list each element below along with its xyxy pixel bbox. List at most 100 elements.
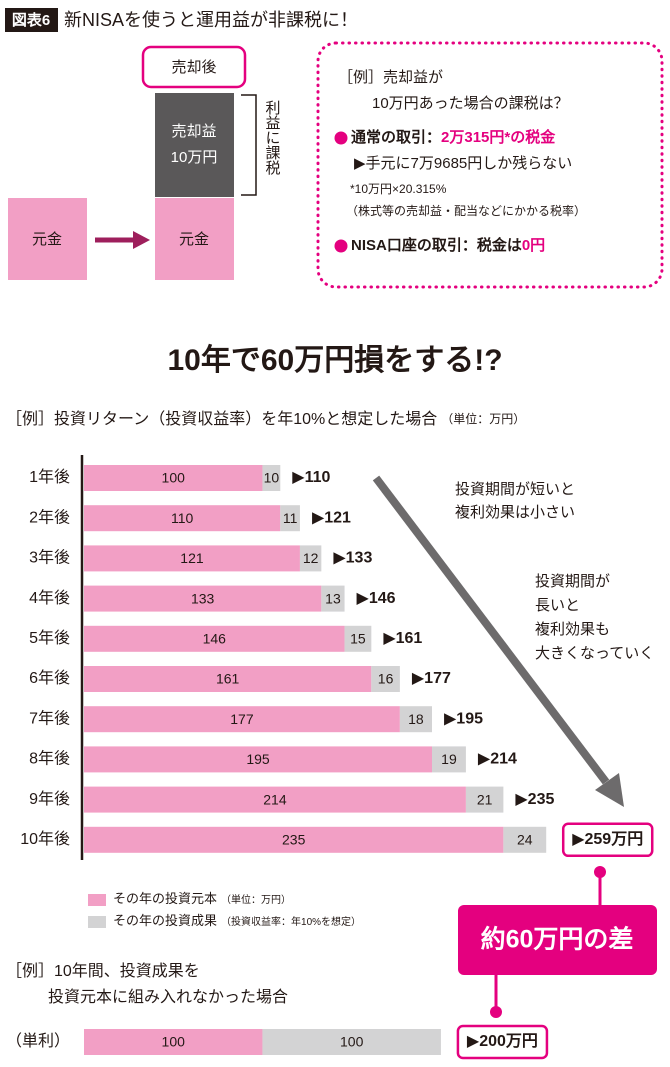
gain-box — [155, 93, 234, 197]
value-label: 110 — [171, 510, 194, 526]
annotation: 複利効果は小さい — [455, 504, 575, 521]
value-label: 100 — [162, 1034, 186, 1050]
y-tick-label: 10年後 — [20, 830, 70, 848]
y-tick-label: 2年後 — [29, 508, 70, 526]
total-label: ▶133 — [333, 550, 372, 567]
total-label: ▶259万円 — [572, 830, 643, 848]
comparison: 約60万円の差 — [481, 925, 634, 954]
principal-label: 元金 — [32, 231, 62, 248]
bar — [84, 465, 263, 491]
annotation: 投資期間が — [535, 573, 610, 590]
value-label: 11 — [283, 510, 298, 526]
value-label: 235 — [282, 832, 306, 848]
trend-arrow-head — [595, 773, 624, 807]
y-tick-label: 6年後 — [29, 669, 70, 687]
bar — [262, 465, 281, 491]
value-label: 195 — [246, 751, 270, 767]
connector-dot — [594, 866, 606, 878]
example-line: 10万円あった場合の課税は？ — [372, 95, 569, 112]
remaining: ▶手元に7万9685円しか残らない — [354, 155, 572, 172]
chart-title: 10年で60万円損をする!? — [167, 344, 502, 377]
total-label: ▶235 — [515, 791, 554, 808]
bullet — [334, 239, 348, 253]
value-label: 19 — [441, 751, 457, 767]
principal-label: 元金 — [179, 231, 209, 248]
after-sale-label: 売却後 — [171, 59, 216, 76]
normal-amount: 2万315円*の税金 — [441, 128, 556, 146]
value-label: 18 — [408, 711, 424, 727]
footnote-note: （株式等の売却益・配当などにかかる税率） — [346, 203, 586, 218]
total-label: ▶146 — [357, 590, 396, 607]
total-box — [456, 1024, 549, 1060]
gain-label: 売却益 — [171, 123, 216, 140]
value-label: 214 — [263, 791, 287, 807]
comparison-box — [458, 905, 657, 975]
arrow-head — [133, 231, 150, 249]
y-tick-label: 1年後 — [29, 468, 70, 486]
normal-label: 通常の取引： — [351, 128, 441, 146]
bar — [84, 505, 281, 532]
nisa-label: NISA口座の取引：税金は0円 — [351, 236, 545, 254]
legend-label: その年の投資成果 — [113, 913, 217, 928]
connector-dot — [490, 1006, 502, 1018]
example-line: ［例］売却益が — [338, 69, 443, 86]
bar — [280, 505, 300, 532]
badge-text: 図表6 — [12, 11, 50, 29]
y-tick-label: 8年後 — [29, 750, 70, 768]
chart-title: 投資元本に組み入れなかった場合 — [48, 988, 288, 1006]
value-label: 100 — [162, 470, 186, 486]
annotation: 大きくなっていく — [535, 645, 654, 662]
total-label: ▶195 — [444, 710, 483, 727]
value-label: 24 — [517, 832, 533, 848]
annotation: 投資期間が短いと — [455, 481, 575, 498]
bar — [371, 666, 400, 692]
y-tick-label: 9年後 — [29, 790, 70, 808]
after-sale-box — [141, 45, 247, 89]
y-tick-label: 7年後 — [29, 709, 70, 727]
bar — [84, 585, 322, 612]
value-label: 13 — [325, 590, 341, 606]
chart-subtitle: ［例］投資リターン（投資収益率）を年10%と想定した場合 （単位：万円） — [6, 410, 525, 428]
chart-unit: （単位：万円） — [441, 411, 525, 426]
total-label: ▶110 — [292, 469, 330, 486]
nisa-label: NISA口座の取引：税金は — [351, 236, 522, 254]
bar — [321, 585, 345, 612]
y-tick-label: （単利） — [6, 1032, 70, 1050]
bar — [399, 706, 432, 733]
nisa-amount: 0円 — [522, 237, 545, 254]
badge — [5, 8, 58, 32]
normal-label: 通常の取引：2万315円*の税金 — [351, 128, 556, 146]
bullet — [334, 131, 348, 145]
value-label: 161 — [216, 671, 240, 687]
legend-swatch — [88, 916, 106, 928]
value-label: 121 — [180, 550, 204, 566]
value-label: 15 — [350, 631, 366, 647]
page-title: 新NISAを使うと運用益が非課税に！ — [64, 10, 358, 30]
total-label: ▶121 — [312, 509, 351, 526]
footnote: *10万円×20.315% — [350, 182, 447, 196]
bar — [262, 1029, 441, 1055]
value-label: 100 — [340, 1034, 364, 1050]
bar — [84, 706, 400, 733]
total-label: ▶214 — [478, 751, 517, 768]
legend-label: その年の投資元本 （単位：万円） — [113, 891, 291, 906]
legend-note: （単位：万円） — [221, 893, 291, 906]
chart-subtitle: ［例］投資リターン（投資収益率）を年10%と想定した場合 — [6, 410, 437, 428]
legend-label: その年の投資元本 — [113, 891, 217, 906]
bar — [84, 1029, 263, 1055]
bar — [84, 545, 300, 572]
bar — [84, 826, 504, 853]
annotation: 長いと — [535, 597, 580, 614]
value-label: 16 — [378, 671, 394, 687]
bar — [84, 666, 372, 692]
principal-box — [155, 198, 234, 280]
value-label: 10 — [264, 470, 280, 486]
chart-title: ［例］10年間、投資成果を — [6, 962, 200, 980]
legend-label: その年の投資成果 （投資収益率：年10%を想定） — [113, 913, 361, 928]
value-label: 177 — [230, 711, 254, 727]
annotation: 複利効果も — [535, 621, 610, 638]
y-tick-label: 4年後 — [29, 589, 70, 607]
legend-note: （投資収益率：年10%を想定） — [221, 915, 361, 928]
